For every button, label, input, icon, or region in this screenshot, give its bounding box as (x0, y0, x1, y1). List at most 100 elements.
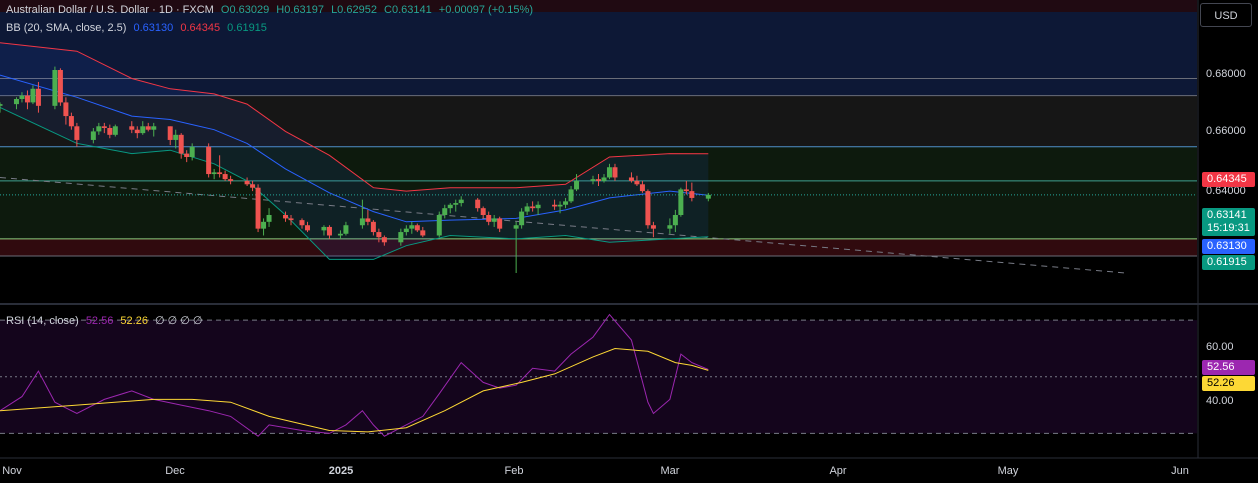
candle-body (601, 177, 607, 181)
rsi-extras: ∅ ∅ ∅ ∅ (155, 315, 203, 327)
candle-body (244, 180, 250, 185)
candle-body (667, 225, 673, 229)
candle-body (24, 95, 30, 103)
bb-legend: BB (20, SMA, close, 2.5) 0.63130 0.64345… (6, 22, 271, 34)
candle-body (574, 180, 580, 190)
candle-body (414, 225, 420, 231)
price-legend: Australian Dollar / U.S. Dollar · 1D · F… (6, 4, 537, 16)
candle-body (683, 189, 689, 192)
candle-body (178, 134, 184, 154)
time-tick: Dec (165, 465, 185, 477)
low-value: L0.62952 (331, 4, 377, 16)
time-tick: Jun (1171, 465, 1189, 477)
candle-body (519, 211, 525, 226)
time-tick: Nov (2, 465, 22, 477)
candle-body (299, 220, 305, 226)
candle-body (491, 218, 497, 222)
currency-button[interactable]: USD (1200, 3, 1252, 27)
candle-body (337, 233, 343, 236)
candle-body (222, 174, 228, 180)
rsi-band-background (0, 320, 1197, 434)
candle-body (606, 167, 612, 178)
bollinger-band-fill (0, 42, 709, 260)
candle-body (261, 221, 267, 229)
candle-body (359, 218, 365, 226)
rsi-label[interactable]: RSI (14, close) (6, 315, 79, 327)
candle-body (403, 228, 409, 233)
candle-body (288, 218, 294, 221)
time-tick: Feb (504, 465, 524, 477)
candle-body (228, 179, 234, 181)
candle-body (628, 177, 634, 181)
time-tick: Mar (660, 465, 680, 477)
candle-body (68, 116, 74, 127)
candle-body (145, 126, 151, 130)
candle-body (250, 184, 256, 188)
price-tick: 0.66000 (1206, 125, 1246, 137)
change-value: +0.00097 (+0.15%) (438, 4, 533, 16)
candle-body (255, 187, 261, 229)
candle-body (442, 208, 448, 215)
candle-body (57, 70, 63, 103)
candlestick-series (0, 66, 711, 273)
rsi-value: 52.56 (85, 315, 114, 327)
bb-label[interactable]: BB (20, SMA, close, 2.5) (6, 22, 127, 34)
candle-body (398, 232, 404, 243)
candle-body (381, 237, 387, 243)
candle-body (552, 204, 558, 207)
candle-body (189, 146, 195, 157)
rsi-line (0, 313, 709, 437)
price-tick: 0.64000 (1206, 185, 1246, 197)
candle-body (568, 189, 574, 202)
bb-basis-price-badge: 0.63130 (1202, 239, 1255, 254)
rsi-tick: 40.00 (1206, 395, 1234, 407)
candle-body (557, 204, 563, 207)
bb-lower-price-badge: 0.61915 (1202, 255, 1255, 270)
candle-body (535, 204, 541, 209)
candle-body (705, 194, 711, 199)
price-zone (0, 0, 1197, 12)
candle-body (304, 225, 310, 231)
bar-countdown: 15:19:31 (1207, 222, 1250, 234)
candle-body (370, 221, 376, 233)
candle-body (480, 208, 486, 215)
time-tick: 2025 (328, 465, 354, 477)
bollinger-lower-line (0, 107, 709, 260)
candle-body (475, 199, 481, 209)
candle-body (283, 215, 289, 219)
candle-body (63, 102, 69, 117)
candle-body (0, 104, 3, 106)
candle-body (376, 232, 382, 238)
close-value: C0.63141 (384, 4, 432, 16)
candle-body (96, 126, 102, 132)
candle-body (497, 218, 503, 229)
candle-body (35, 88, 41, 106)
rsi-badge: 52.56 (1202, 360, 1255, 375)
symbol-title[interactable]: Australian Dollar / U.S. Dollar · 1D · F… (6, 4, 214, 16)
last-price-value: 0.63141 (1207, 209, 1247, 221)
rsi-tick: 60.00 (1206, 341, 1234, 353)
candle-body (639, 184, 645, 192)
candle-body (206, 146, 212, 175)
candle-body (650, 225, 656, 229)
candle-body (211, 172, 217, 175)
candle-body (19, 95, 25, 99)
candle-body (596, 179, 601, 181)
candle-body (107, 128, 113, 135)
candle-body (134, 129, 140, 134)
candle-body (612, 167, 618, 178)
candle-body (167, 126, 173, 140)
candle-body (590, 179, 596, 181)
candle-body (530, 206, 536, 209)
candle-body (634, 180, 640, 185)
candle-body (678, 189, 684, 215)
candle-body (343, 225, 349, 234)
bb-lower-value: 0.61915 (227, 22, 267, 34)
candle-body (90, 131, 96, 140)
candle-body (266, 215, 272, 222)
candle-body (151, 126, 157, 130)
candle-body (447, 204, 453, 209)
bollinger-basis-line (0, 74, 709, 223)
candle-body (140, 126, 146, 134)
